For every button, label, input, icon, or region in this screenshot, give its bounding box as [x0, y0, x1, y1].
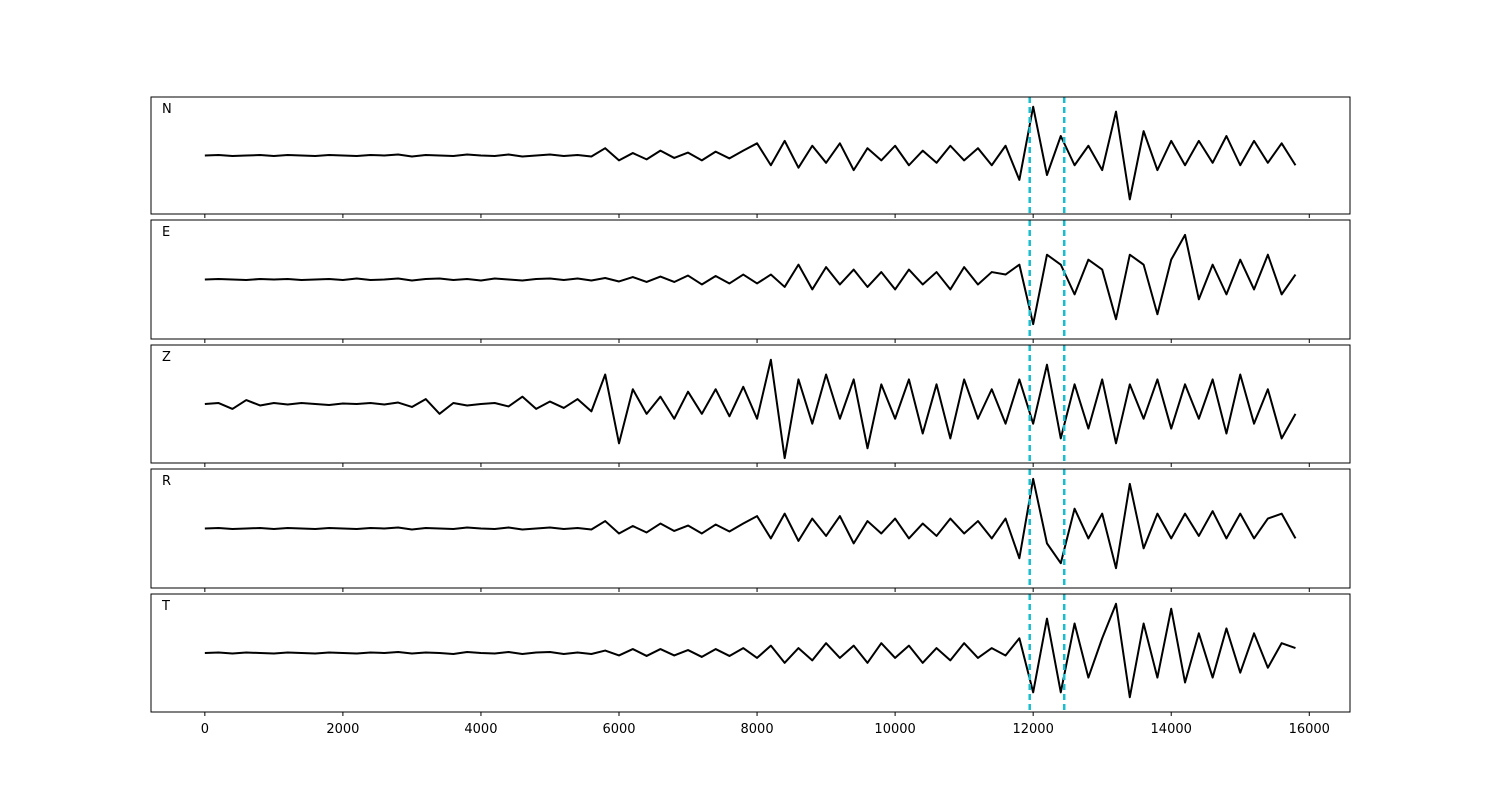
panel-label: E: [162, 225, 170, 240]
trace: [204, 602, 1296, 699]
panel-frame: [150, 468, 1351, 589]
x-tick-label: 14000: [1151, 722, 1192, 737]
trace: [204, 233, 1297, 326]
panel-frame: [150, 96, 1351, 215]
trace: [204, 105, 1297, 201]
panel-frame: [150, 593, 1351, 713]
x-tick-label: 16000: [1289, 722, 1330, 737]
trace: [204, 477, 1297, 570]
x-tick-label: 12000: [1012, 722, 1053, 737]
x-tick-label: 6000: [602, 722, 635, 737]
x-tick-label: 0: [201, 722, 209, 737]
x-tick-label: 2000: [326, 722, 359, 737]
x-tick-label: 4000: [464, 722, 497, 737]
panel-frame: [150, 219, 1351, 340]
x-tick-label: 8000: [741, 722, 774, 737]
panel-label: R: [162, 474, 171, 489]
panel-label: N: [162, 102, 172, 117]
panel-label: T: [161, 599, 170, 614]
x-tick-label: 10000: [874, 722, 915, 737]
panel-label: Z: [162, 350, 171, 365]
trace: [204, 358, 1297, 460]
panel-frame: [150, 344, 1351, 464]
